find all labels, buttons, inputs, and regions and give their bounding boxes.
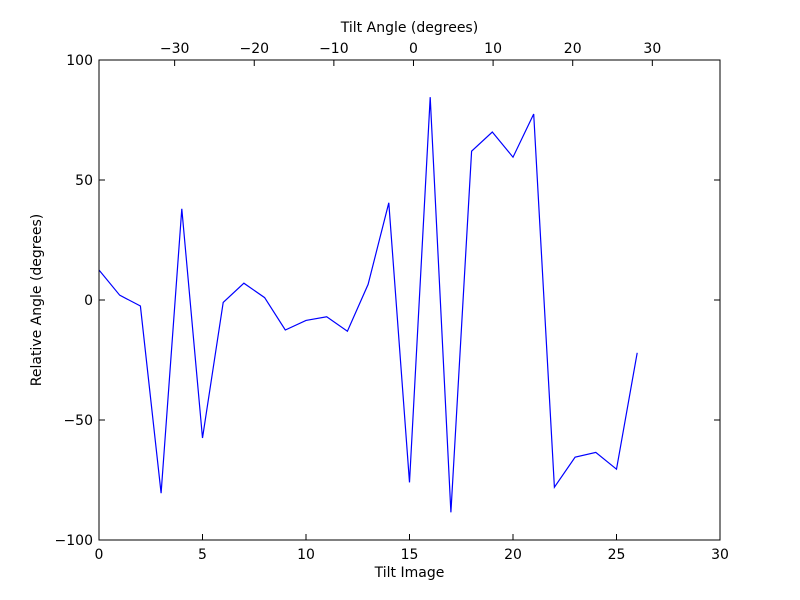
labels-layer: 0 5 10 15 20 25 30−30 −20 −10 0 10 20 30−100−5005010… bbox=[55, 41, 729, 563]
x-tick-label: 15 bbox=[401, 547, 419, 563]
series-line bbox=[98, 97, 638, 513]
y-tick-label: 0 bbox=[84, 293, 93, 309]
x-tick-label: 5 bbox=[198, 547, 207, 563]
top-x-tick-label: 10 bbox=[484, 41, 502, 57]
top-x-tick-label: 30 bbox=[643, 41, 661, 57]
y-axis-label: Relative Angle (degrees) bbox=[29, 214, 45, 386]
y-tick-label: −50 bbox=[63, 413, 93, 429]
top-x-tick-label: 20 bbox=[564, 41, 582, 57]
x-tick-label: 25 bbox=[608, 547, 626, 563]
x-tick-label: 10 bbox=[297, 547, 315, 563]
y-tick-label: 50 bbox=[75, 173, 93, 189]
y-tick-label: 100 bbox=[66, 53, 93, 69]
top-x-axis-label: Tilt Angle (degrees) bbox=[340, 20, 478, 36]
y-tick-label: −100 bbox=[55, 533, 93, 549]
top-x-tick-label: −30 bbox=[160, 41, 190, 57]
plot-frame bbox=[98, 59, 721, 541]
top-x-tick-label: −10 bbox=[319, 41, 349, 57]
x-tick-label: 30 bbox=[711, 547, 729, 563]
x-axis-label: Tilt Image bbox=[374, 565, 445, 581]
top-x-tick-label: −20 bbox=[239, 41, 269, 57]
x-tick-label: 0 bbox=[95, 547, 104, 563]
top-x-tick-label: 0 bbox=[409, 41, 418, 57]
x-tick-label: 20 bbox=[504, 547, 522, 563]
